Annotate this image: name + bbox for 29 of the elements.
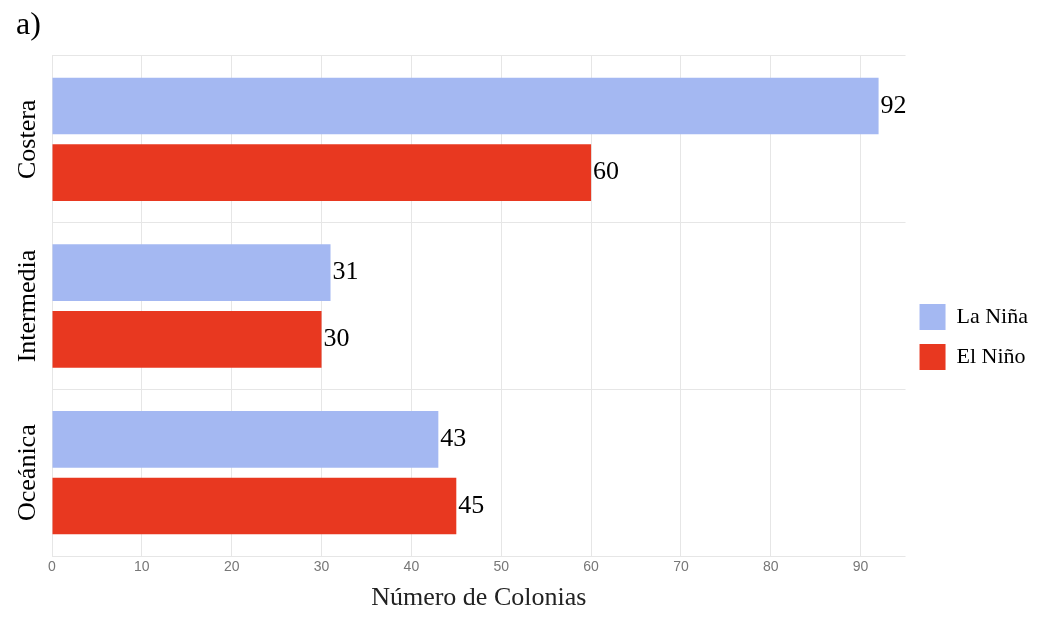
data-label: 30 [323,323,350,353]
y-tick-label: Oceánica [11,423,41,522]
y-tick-label: Intermedia [11,249,41,363]
legend-label: El Niño [956,342,1026,368]
legend-label: La Niña [956,302,1029,328]
x-tick-label: 70 [673,558,689,575]
x-tick-label: 60 [583,558,600,575]
x-tick-label: 30 [313,558,330,575]
bar [52,477,457,535]
x-tick-label: 20 [223,558,240,575]
x-tick-label: 50 [493,558,510,575]
bar [52,77,879,135]
chart-title: a) [16,5,41,42]
x-tick-label: 90 [852,558,869,575]
x-tick-label: 10 [134,558,150,575]
bar [52,311,322,368]
bar [52,411,439,468]
bar [52,144,592,201]
data-label: 60 [593,156,620,186]
x-tick-label: 80 [762,558,779,575]
x-tick-label: 40 [403,558,420,575]
bar [52,244,331,301]
y-tick-label: Costera [11,99,41,180]
x-axis-title: Número de Colonias [371,582,587,612]
data-label: 43 [440,423,467,453]
x-tick-label: 0 [48,558,57,575]
data-label: 92 [880,89,907,119]
data-label: 31 [332,256,359,286]
data-label: 45 [458,489,485,519]
